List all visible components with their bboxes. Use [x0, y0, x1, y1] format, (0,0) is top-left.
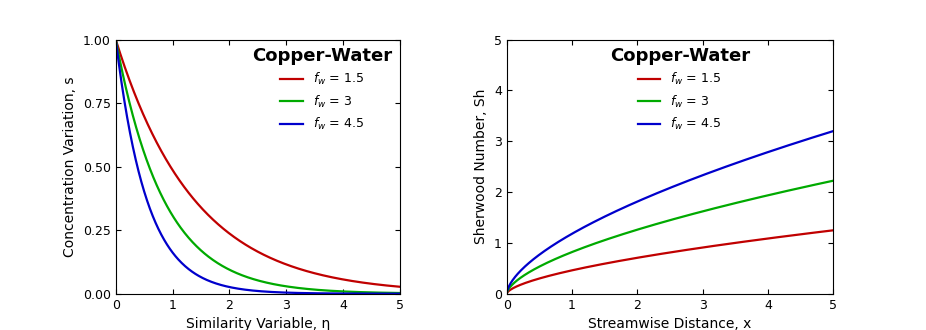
$f_w$ = 1.5 [387, 284, 398, 288]
$f_w$ = 3 [678, 214, 689, 218]
$f_w$ = 1.5 [695, 246, 707, 250]
$f_w$ = 1.5 [502, 290, 513, 294]
$f_w$ = 3 [657, 220, 668, 224]
$f_w$ = 3 [769, 192, 780, 196]
$f_w$ = 1.5 [343, 279, 354, 282]
$f_w$ = 3 [828, 179, 839, 182]
$f_w$ = 3 [394, 291, 406, 295]
$f_w$ = 4.5 [678, 181, 689, 184]
$f_w$ = 4.5 [110, 38, 121, 42]
$f_w$ = 4.5 [247, 288, 258, 292]
$f_w$ = 3 [820, 181, 832, 184]
$f_w$ = 4.5 [657, 189, 668, 193]
$f_w$ = 4.5 [695, 174, 707, 178]
Legend: $f_w$ = 1.5, $f_w$ = 3, $f_w$ = 4.5: $f_w$ = 1.5, $f_w$ = 3, $f_w$ = 4.5 [605, 42, 755, 137]
$f_w$ = 4.5 [264, 290, 275, 294]
$f_w$ = 3 [110, 38, 121, 42]
$f_w$ = 3 [387, 291, 398, 295]
$f_w$ = 3 [695, 210, 707, 214]
$f_w$ = 4.5 [769, 148, 780, 152]
$f_w$ = 3 [247, 277, 258, 281]
$f_w$ = 1.5 [280, 262, 291, 266]
Line: $f_w$ = 3: $f_w$ = 3 [507, 181, 833, 291]
$f_w$ = 4.5 [658, 188, 669, 192]
Line: $f_w$ = 1.5: $f_w$ = 1.5 [116, 40, 400, 287]
$f_w$ = 1.5 [657, 252, 668, 256]
Line: $f_w$ = 4.5: $f_w$ = 4.5 [507, 131, 833, 290]
$f_w$ = 4.5 [245, 288, 257, 292]
X-axis label: Streamwise Distance, x: Streamwise Distance, x [588, 317, 752, 330]
X-axis label: Similarity Variable, η: Similarity Variable, η [186, 317, 330, 330]
Legend: $f_w$ = 1.5, $f_w$ = 3, $f_w$ = 4.5: $f_w$ = 1.5, $f_w$ = 3, $f_w$ = 4.5 [247, 42, 397, 137]
$f_w$ = 1.5 [264, 255, 275, 259]
Y-axis label: Concentration Variation, s: Concentration Variation, s [63, 77, 78, 257]
$f_w$ = 4.5 [280, 291, 291, 295]
$f_w$ = 4.5 [828, 129, 839, 133]
$f_w$ = 1.5 [245, 246, 257, 250]
$f_w$ = 4.5 [820, 131, 832, 135]
$f_w$ = 1.5 [394, 285, 406, 289]
$f_w$ = 3 [343, 290, 354, 294]
$f_w$ = 1.5 [658, 251, 669, 255]
$f_w$ = 1.5 [769, 236, 780, 240]
Line: $f_w$ = 4.5: $f_w$ = 4.5 [116, 40, 400, 294]
Line: $f_w$ = 1.5: $f_w$ = 1.5 [507, 230, 833, 292]
$f_w$ = 1.5 [820, 229, 832, 233]
$f_w$ = 4.5 [343, 292, 354, 296]
$f_w$ = 1.5 [678, 248, 689, 252]
$f_w$ = 1.5 [828, 228, 839, 232]
$f_w$ = 1.5 [247, 247, 258, 251]
$f_w$ = 3 [280, 284, 291, 288]
$f_w$ = 3 [502, 289, 513, 293]
$f_w$ = 4.5 [502, 288, 513, 292]
$f_w$ = 3 [658, 220, 669, 224]
$f_w$ = 4.5 [394, 292, 406, 296]
Y-axis label: Sherwood Number, Sh: Sherwood Number, Sh [474, 89, 488, 244]
Line: $f_w$ = 3: $f_w$ = 3 [116, 40, 400, 293]
$f_w$ = 3 [264, 281, 275, 285]
$f_w$ = 1.5 [110, 38, 121, 42]
$f_w$ = 4.5 [387, 292, 398, 296]
$f_w$ = 3 [245, 276, 257, 280]
